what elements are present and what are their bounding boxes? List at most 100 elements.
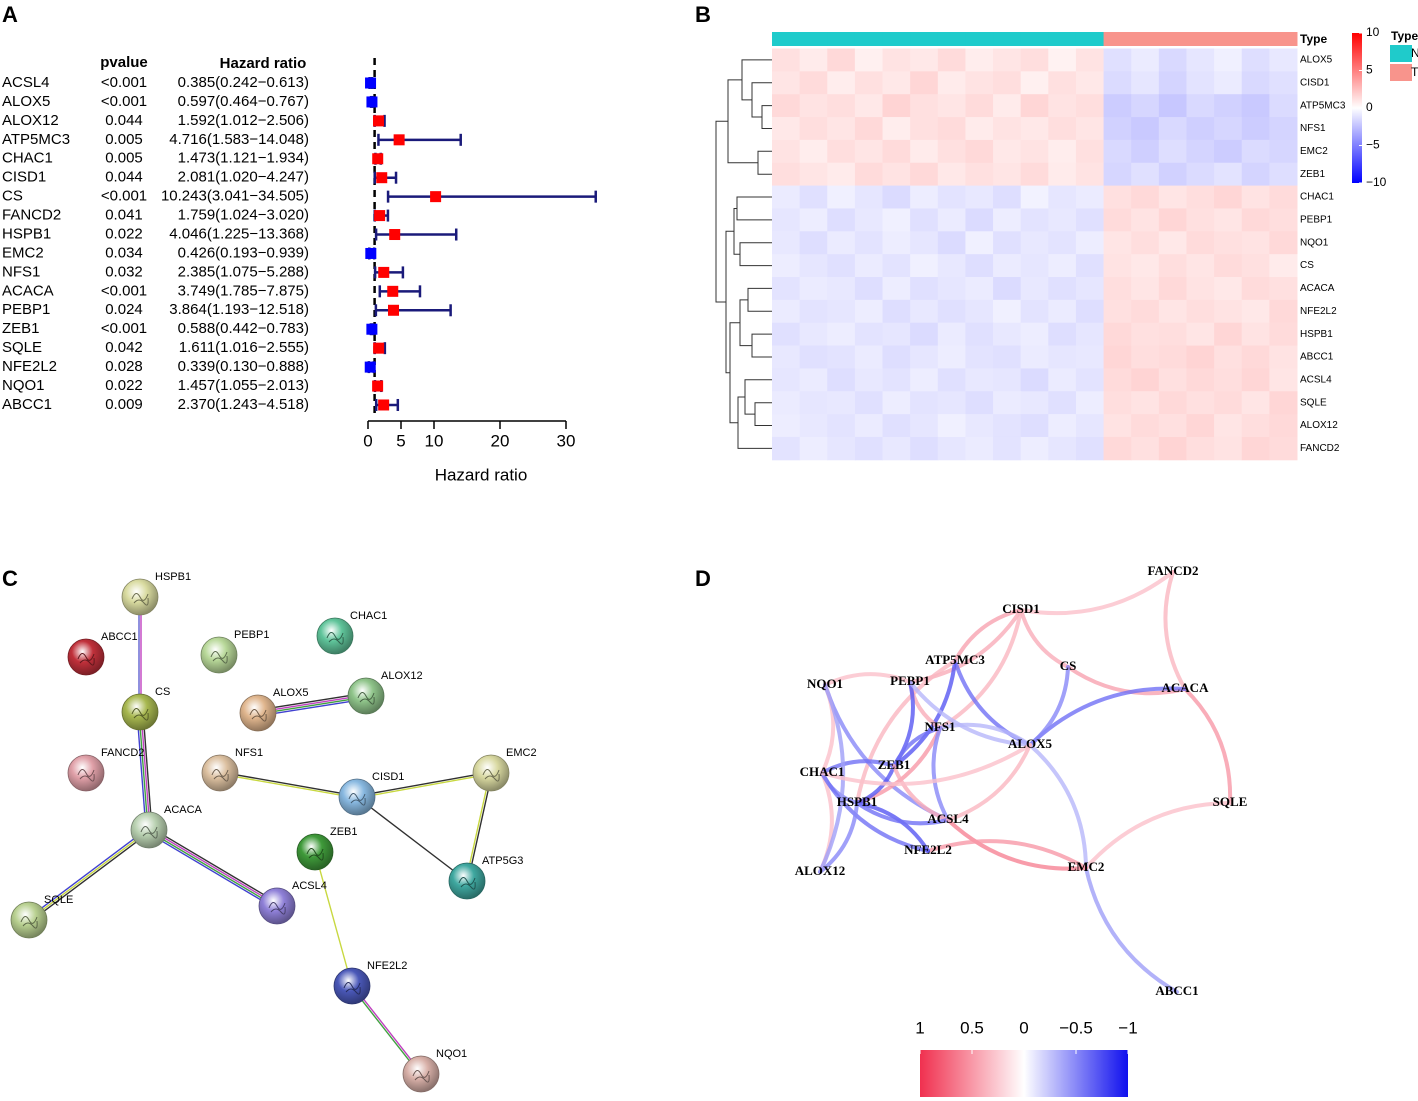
row-label: ABCC1 [1300, 352, 1334, 363]
type-bar-cell [882, 32, 911, 46]
colorbar-label: 10 [1366, 25, 1380, 39]
network-edge [150, 826, 279, 905]
heatmap-cell [1186, 436, 1215, 461]
row-label: SQLE [1300, 397, 1327, 408]
heatmap-cell [1186, 299, 1215, 324]
type-bar-cell [1214, 32, 1243, 46]
heatmap-cell [965, 277, 994, 301]
pvalue: 0.022 [105, 225, 143, 242]
heatmap-cell [1020, 208, 1049, 232]
heatmap-cell [910, 208, 939, 232]
heatmap-cell [1020, 185, 1049, 209]
hr-point [366, 323, 378, 335]
panel-label: C [2, 566, 18, 591]
heatmap-cell [1131, 231, 1160, 255]
heatmap-cell [1103, 48, 1132, 72]
heatmap-cell [1241, 368, 1270, 392]
hazard-ratio-label: 0.597(0.464−0.767) [178, 93, 309, 110]
heatmap-cell [937, 185, 966, 209]
heatmap-cell [910, 436, 939, 461]
heatmap-cell [1131, 322, 1160, 347]
heatmap-cell [1020, 414, 1049, 438]
heatmap-cell [1158, 185, 1187, 209]
heatmap-cell [1241, 48, 1270, 72]
heatmap-cell [882, 162, 911, 187]
hazard-ratio-label: 10.243(3.041−34.505) [161, 188, 309, 205]
type-bar-cell [1241, 32, 1270, 46]
heatmap-cell [993, 414, 1022, 438]
heatmap-cell [1214, 436, 1243, 461]
pvalue: 0.044 [105, 169, 143, 186]
x-tick-label: 30 [557, 431, 576, 450]
heatmap-cell [1131, 368, 1160, 392]
heatmap-cell [827, 299, 856, 324]
correlation-edge [908, 608, 1023, 684]
heatmap-cell [1241, 139, 1270, 164]
network-edge [136, 712, 147, 831]
heatmap-cell [937, 71, 966, 95]
heatmap-cell [937, 139, 966, 164]
hazard-ratio-label: 0.588(0.442−0.783) [178, 320, 309, 337]
node-label: NFE2L2 [904, 842, 952, 857]
heatmap-cell [1241, 299, 1270, 324]
heatmap-cell [993, 391, 1022, 415]
protein-structure [458, 877, 476, 890]
protein-structure [211, 769, 229, 782]
heatmap-cell [1158, 139, 1187, 164]
heatmap-cell [910, 94, 939, 118]
heatmap-cell [1020, 368, 1049, 392]
hr-point [387, 285, 399, 297]
heatmap-cell [937, 162, 966, 187]
heatmap-cell [1075, 254, 1105, 278]
heatmap-cell [854, 345, 884, 369]
correlation-edge [1066, 665, 1187, 696]
heatmap-cell [1103, 436, 1132, 461]
correlation-edge [946, 743, 1032, 822]
heatmap-cell [827, 277, 856, 301]
protein-structure [357, 692, 375, 705]
heatmap-cell [772, 254, 801, 278]
gene-label: ACACA [2, 282, 54, 299]
heatmap-cell [799, 345, 828, 369]
node-label: CHAC1 [800, 764, 845, 779]
heatmap-cell [1241, 277, 1270, 301]
row-label: CHAC1 [1300, 192, 1334, 203]
heatmap-cell [965, 254, 994, 278]
node-label: NFS1 [924, 719, 955, 734]
correlation-edge [938, 722, 1032, 747]
heatmap-cell [965, 368, 994, 392]
network-edge [29, 831, 151, 923]
heatmap-cell [854, 277, 884, 301]
heatmap-cell [1075, 185, 1105, 209]
heatmap-cell [772, 322, 801, 347]
heatmap-cell [1020, 162, 1049, 187]
gene-label: FANCD2 [2, 207, 61, 224]
heatmap-cell [882, 368, 911, 392]
hr-point [373, 342, 385, 354]
heatmap-cell [1131, 345, 1160, 369]
heatmap-cell [799, 94, 828, 118]
heatmap-cell [910, 299, 939, 324]
hr-point [365, 247, 377, 259]
pvalue: 0.032 [105, 263, 143, 280]
node-label: NQO1 [807, 676, 843, 691]
heatmap-cell [1103, 162, 1132, 187]
correlation-edge [1028, 665, 1070, 747]
heatmap-cell [965, 414, 994, 438]
heatmap-cell [965, 322, 994, 347]
heatmap-cell [1214, 299, 1243, 324]
heatmap-cell [1048, 322, 1077, 347]
type-bar-cell [1048, 32, 1077, 46]
hazard-ratio-label: 2.370(1.243−4.518) [178, 396, 309, 413]
heatmap-cell [1020, 71, 1049, 95]
row-label: ATP5MC3 [1300, 100, 1346, 111]
heatmap-cell [965, 117, 994, 141]
heatmap-cell [854, 185, 884, 209]
heatmap-cell [1048, 48, 1077, 72]
type-bar-label: Type [1300, 32, 1327, 46]
heatmap-cell [910, 231, 939, 255]
heatmap-cell [1131, 299, 1160, 324]
heatmap-cell [1020, 345, 1049, 369]
heatmap-cell [1186, 94, 1215, 118]
pvalue: 0.005 [105, 131, 143, 148]
